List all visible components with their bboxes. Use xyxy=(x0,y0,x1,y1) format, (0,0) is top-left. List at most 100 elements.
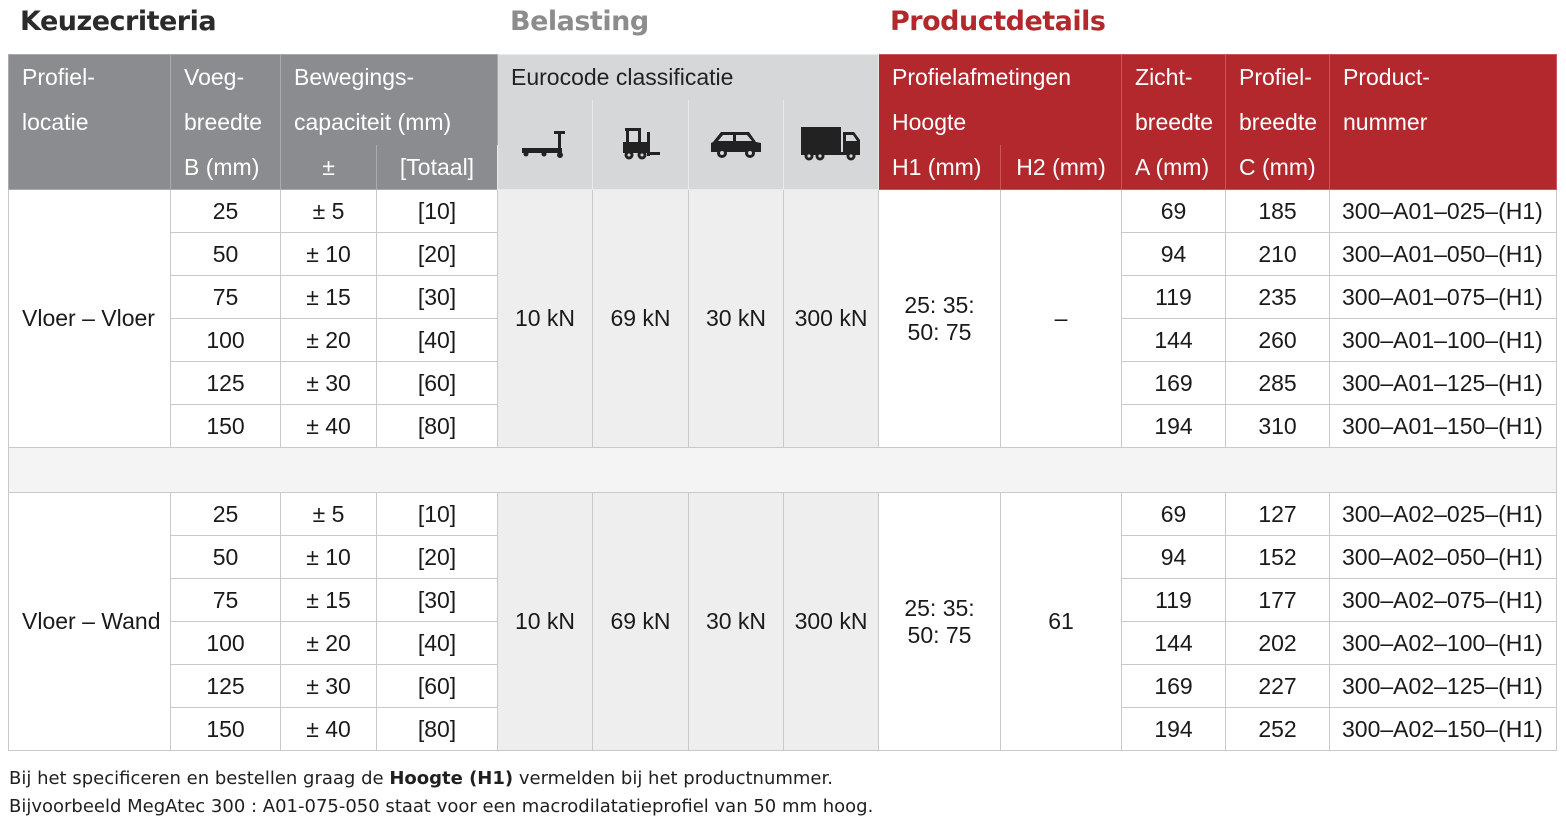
beweging-totaal-cell: [10] xyxy=(376,189,498,233)
product-table: Profiel- Voeg- Bewegings- Eurocode class… xyxy=(7,54,1558,751)
zichtbreedte-cell: 119 xyxy=(1121,275,1227,319)
load-icon-cell xyxy=(688,99,784,190)
profielbreedte-cell: 210 xyxy=(1225,232,1331,276)
load-value-cell: 69 kN xyxy=(592,189,689,448)
keuzecriteria-heading: Keuzecriteria xyxy=(20,6,217,37)
header-profielafmetingen: Profielafmetingen xyxy=(878,54,1123,100)
voegbreedte-cell: 75 xyxy=(170,578,281,622)
header-profielbreedte-l3: C (mm) xyxy=(1225,144,1331,190)
header-bewegings: Bewegings- xyxy=(280,54,498,100)
car-icon xyxy=(709,128,763,160)
load-value-cell: 30 kN xyxy=(688,492,784,751)
voegbreedte-cell: 50 xyxy=(170,535,281,579)
productnummer-cell: 300–A02–050–(H1) xyxy=(1329,535,1558,579)
voegbreedte-cell: 150 xyxy=(170,404,281,448)
load-icon-cell xyxy=(497,99,593,190)
beweging-totaal-cell: [40] xyxy=(376,621,498,665)
beweging-totaal-cell: [30] xyxy=(376,578,498,622)
header-voeg-l3: B (mm) xyxy=(170,144,281,190)
h1-cell: 25: 35: 50: 75 xyxy=(878,189,1002,448)
beweging-plusminus-cell: ± 40 xyxy=(280,707,377,751)
voegbreedte-cell: 75 xyxy=(170,275,281,319)
header-voeg-l2: breedte xyxy=(170,99,281,145)
beweging-plusminus-cell: ± 40 xyxy=(280,404,377,448)
table-row: 75 ± 15 [30] 119 235 300–A01–075–(H1) xyxy=(9,275,1558,319)
voegbreedte-cell: 125 xyxy=(170,664,281,708)
productnummer-cell: 300–A01–100–(H1) xyxy=(1329,318,1558,362)
spacer-cell xyxy=(7,447,1558,493)
beweging-plusminus-cell: ± 10 xyxy=(280,232,377,276)
header-profiel-l2: locatie xyxy=(8,99,171,145)
header-profiel: Profiel- xyxy=(8,54,171,100)
table-row: Vloer – Vloer 25 ± 5 [10] 10 kN 69 kN 30 kN 300… xyxy=(8,189,1558,448)
profielbreedte-cell: 227 xyxy=(1225,664,1331,708)
header-h1: H1 (mm) xyxy=(878,144,1002,190)
productnummer-cell: 300–A02–075–(H1) xyxy=(1329,578,1558,622)
header-hoogte: Hoogte xyxy=(878,99,1123,145)
beweging-totaal-cell: [60] xyxy=(376,361,498,405)
zichtbreedte-cell: 169 xyxy=(1121,664,1227,708)
note-line-1: Bij het specificeren en bestellen graag … xyxy=(9,768,833,789)
beweging-totaal-cell: [20] xyxy=(376,232,498,276)
voegbreedte-cell: 150 xyxy=(170,707,281,751)
voegbreedte-cell: 25 xyxy=(170,492,281,536)
productnummer-cell: 300–A01–075–(H1) xyxy=(1329,275,1558,319)
voegbreedte-cell: 100 xyxy=(170,621,281,665)
profielbreedte-cell: 235 xyxy=(1225,275,1331,319)
header-zicht: Zicht- xyxy=(1121,54,1227,100)
beweging-plusminus-cell: ± 15 xyxy=(280,578,377,622)
header-profielbreedte-l2: breedte xyxy=(1225,99,1331,145)
belasting-heading: Belasting xyxy=(510,6,649,37)
header-productnummer: Product- xyxy=(1329,54,1558,100)
group-spacer xyxy=(7,447,1558,493)
load-icon-cell xyxy=(782,99,880,190)
profielbreedte-cell: 185 xyxy=(1225,189,1331,233)
beweging-plusminus-cell: ± 15 xyxy=(280,275,377,319)
header-zicht-l2: breedte xyxy=(1121,99,1227,145)
beweging-totaal-cell: [80] xyxy=(376,707,498,751)
header-productnummer-l3 xyxy=(1329,144,1558,190)
productnummer-cell: 300–A02–100–(H1) xyxy=(1329,621,1558,665)
load-value-cell: 30 kN xyxy=(688,189,784,448)
profielbreedte-cell: 310 xyxy=(1225,404,1331,448)
header-voeg: Voeg- xyxy=(170,54,281,100)
header-profielbreedte: Profiel- xyxy=(1225,54,1331,100)
table-body: Vloer – Vloer 25 ± 5 [10] 10 kN 69 kN 30 kN 300… xyxy=(7,189,1558,751)
voegbreedte-cell: 25 xyxy=(170,189,281,233)
table-row: 100 ± 20 [40] 144 260 300–A01–100–(H1) xyxy=(9,318,1558,362)
load-value-cell: 300 kN xyxy=(782,189,880,448)
h1-line-1: 25: 35: xyxy=(904,291,975,318)
header-zicht-l3: A (mm) xyxy=(1121,144,1227,190)
productnummer-cell: 300–A02–125–(H1) xyxy=(1329,664,1558,708)
beweging-plusminus-cell: ± 30 xyxy=(280,361,377,405)
header-productnummer-l2: nummer xyxy=(1329,99,1558,145)
zichtbreedte-cell: 69 xyxy=(1121,492,1227,536)
beweging-totaal-cell: [20] xyxy=(376,535,498,579)
header-plusminus: ± xyxy=(280,144,377,190)
zichtbreedte-cell: 94 xyxy=(1121,535,1227,579)
table-row: 75 ± 15 [30] 119 177 300–A02–075–(H1) xyxy=(9,578,1558,622)
beweging-plusminus-cell: ± 5 xyxy=(280,492,377,536)
beweging-plusminus-cell: ± 20 xyxy=(280,621,377,665)
table-row: 100 ± 20 [40] 144 202 300–A02–100–(H1) xyxy=(9,621,1558,665)
productnummer-cell: 300–A02–150–(H1) xyxy=(1329,707,1558,751)
profiel-locatie: Vloer – Wand xyxy=(8,492,171,751)
beweging-totaal-cell: [30] xyxy=(376,275,498,319)
profielbreedte-cell: 260 xyxy=(1225,318,1331,362)
zichtbreedte-cell: 119 xyxy=(1121,578,1227,622)
productdetails-heading: Productdetails xyxy=(890,6,1106,37)
productnummer-cell: 300–A01–125–(H1) xyxy=(1329,361,1558,405)
table-row: 125 ± 30 [60] 169 285 300–A01–125–(H1) xyxy=(9,361,1558,405)
productnummer-cell: 300–A02–025–(H1) xyxy=(1329,492,1558,536)
h1-line-2: 50: 75 xyxy=(907,318,972,345)
beweging-plusminus-cell: ± 5 xyxy=(280,189,377,233)
profielbreedte-cell: 285 xyxy=(1225,361,1331,405)
header-bewegings-l2: capaciteit (mm) xyxy=(280,99,498,145)
load-icon-cell xyxy=(592,99,689,190)
productnummer-cell: 300–A01–025–(H1) xyxy=(1329,189,1558,233)
truck-icon xyxy=(800,126,862,162)
h2-cell: – xyxy=(1000,189,1123,448)
header-h2: H2 (mm) xyxy=(1000,144,1123,190)
beweging-totaal-cell: [60] xyxy=(376,664,498,708)
beweging-totaal-cell: [80] xyxy=(376,404,498,448)
